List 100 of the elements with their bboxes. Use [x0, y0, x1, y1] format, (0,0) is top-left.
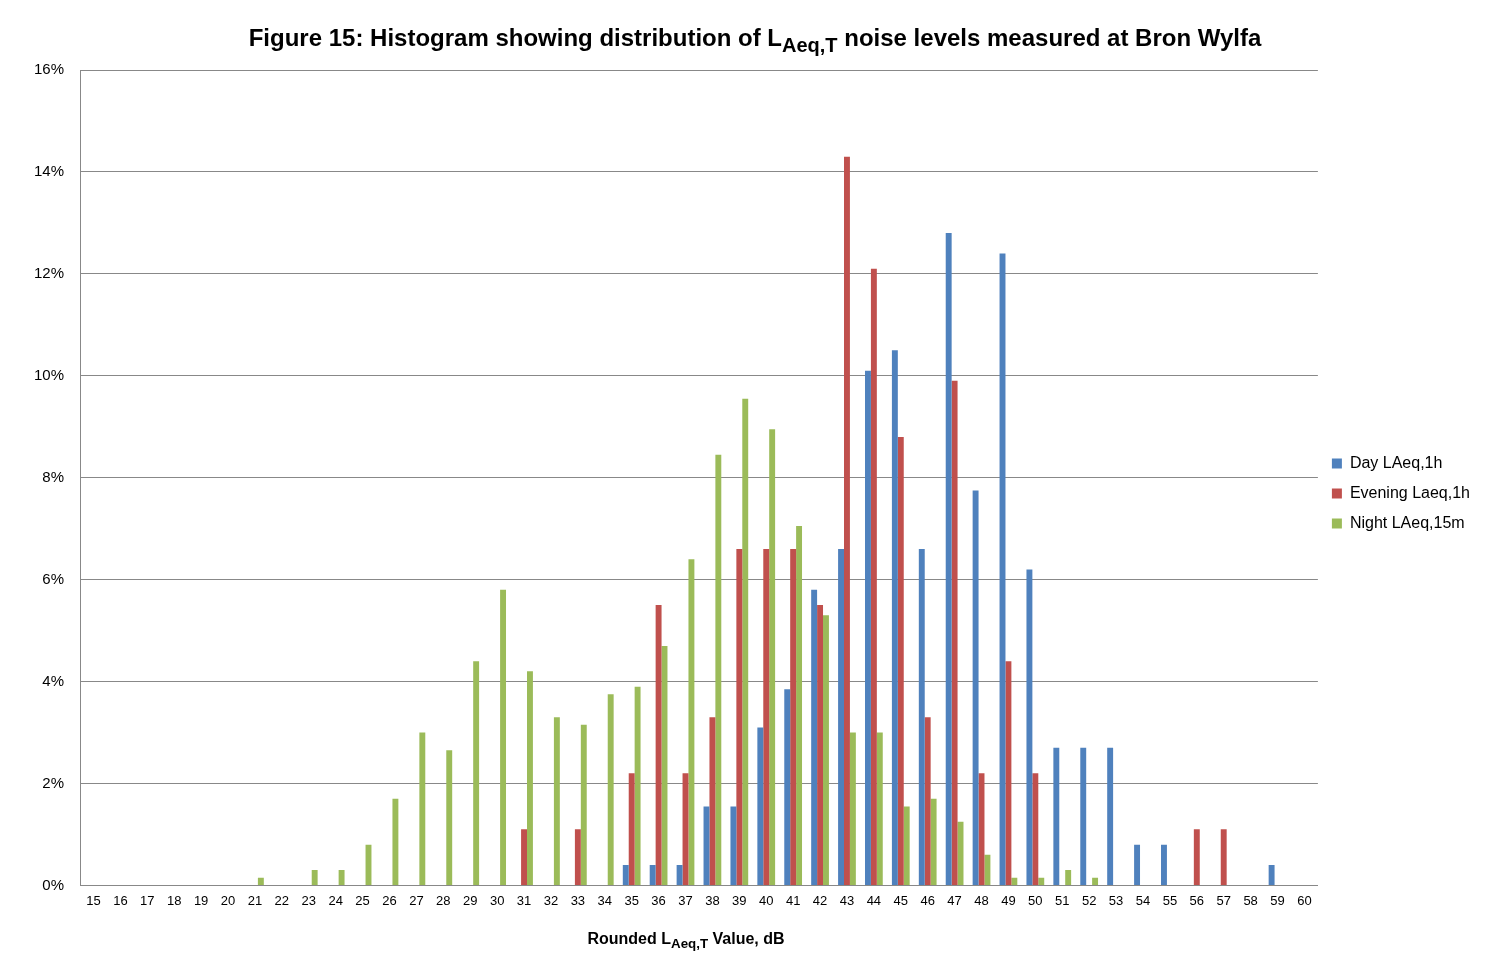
y-tick-label: 0%: [42, 875, 65, 893]
bar: [338, 870, 345, 885]
x-tick-label: 56: [1189, 892, 1205, 908]
bar: [945, 233, 952, 885]
bar: [1005, 661, 1012, 885]
bar: [870, 268, 877, 885]
x-tick-label: 21: [247, 892, 263, 908]
bar: [1011, 877, 1018, 885]
bar: [769, 429, 776, 885]
x-tick-label: 29: [462, 892, 478, 908]
bar: [930, 798, 937, 885]
x-tick-label: 35: [624, 892, 639, 908]
x-tick-label: 47: [947, 892, 962, 908]
x-tick-label: 20: [220, 892, 236, 908]
y-tick-label: 16%: [33, 60, 65, 78]
bar: [730, 806, 737, 885]
bar: [1032, 773, 1039, 885]
x-tick-label: 27: [409, 892, 424, 908]
bar: [736, 549, 743, 885]
x-tick-label: 41: [785, 892, 801, 908]
x-tick-label: 39: [732, 892, 747, 908]
bar: [1053, 747, 1060, 885]
x-tick-label: 54: [1135, 892, 1151, 908]
y-tick-label: 6%: [42, 569, 65, 587]
bar: [257, 877, 264, 885]
x-tick-label: 52: [1081, 892, 1097, 908]
bar: [811, 589, 818, 885]
x-tick-label: 17: [140, 892, 155, 908]
x-tick-label: 43: [839, 892, 855, 908]
x-tick-label: 36: [651, 892, 666, 908]
y-tick-label: 8%: [42, 467, 65, 485]
x-tick-label: 16: [113, 892, 128, 908]
x-tick-label: 49: [1001, 892, 1016, 908]
bar: [473, 661, 480, 885]
y-tick-label: 10%: [33, 365, 65, 383]
x-tick-label: 15: [86, 892, 101, 908]
bar: [419, 732, 426, 885]
bar: [918, 549, 925, 885]
x-tick-label: 55: [1162, 892, 1178, 908]
legend-label: Night LAeq,15m: [1349, 513, 1465, 531]
bar: [924, 717, 931, 885]
x-tick-label: 58: [1243, 892, 1258, 908]
bar: [897, 436, 904, 885]
x-tick-label: 22: [274, 892, 290, 908]
bar: [1107, 747, 1114, 885]
bar: [1080, 747, 1087, 885]
bar: [607, 694, 614, 885]
bar: [790, 549, 797, 885]
bar: [1065, 870, 1072, 885]
bar: [865, 370, 871, 885]
bar: [574, 829, 581, 885]
bar: [446, 750, 453, 885]
x-tick-label: 33: [570, 892, 586, 908]
x-tick-label: 46: [920, 892, 935, 908]
y-tick-label: 4%: [42, 671, 65, 689]
bar: [1268, 865, 1275, 885]
bar: [951, 380, 958, 885]
bar: [784, 689, 791, 885]
bar: [903, 806, 910, 885]
bar: [763, 549, 770, 885]
bar: [1092, 877, 1099, 885]
bar: [311, 870, 318, 885]
bar: [796, 526, 803, 885]
bar: [1026, 569, 1033, 885]
bar: [757, 727, 764, 885]
bar: [655, 605, 662, 885]
bar: [891, 350, 898, 885]
x-tick-label: 31: [516, 892, 532, 908]
x-tick-label: 53: [1108, 892, 1124, 908]
bar: [844, 156, 850, 885]
bar: [984, 854, 991, 885]
legend-label: Evening Laeq,1h: [1349, 483, 1471, 501]
bar: [1038, 877, 1045, 885]
x-tick-label: 25: [355, 892, 370, 908]
x-tick-label: 44: [866, 892, 882, 908]
bar: [742, 398, 749, 885]
bar: [849, 732, 856, 885]
x-tick-label: 18: [166, 892, 182, 908]
x-tick-label: 38: [705, 892, 720, 908]
x-tick-label: 57: [1216, 892, 1231, 908]
bar: [634, 686, 641, 885]
bar: [715, 454, 722, 885]
x-tick-label: 34: [597, 892, 613, 908]
bar: [1161, 844, 1167, 885]
bar: [676, 865, 683, 885]
bar: [1193, 829, 1200, 885]
bar: [709, 717, 716, 885]
bar: [500, 589, 507, 885]
x-tick-label: 59: [1270, 892, 1285, 908]
bar: [972, 490, 979, 885]
x-tick-label: 19: [193, 892, 209, 908]
x-tick-label: 42: [812, 892, 828, 908]
x-tick-label: 24: [328, 892, 343, 908]
bar: [521, 829, 527, 885]
x-tick-label: 50: [1028, 892, 1043, 908]
bar: [1134, 844, 1141, 885]
bar: [817, 605, 824, 885]
x-tick-label: 26: [382, 892, 397, 908]
y-tick-label: 2%: [42, 773, 65, 791]
x-tick-label: 32: [543, 892, 559, 908]
